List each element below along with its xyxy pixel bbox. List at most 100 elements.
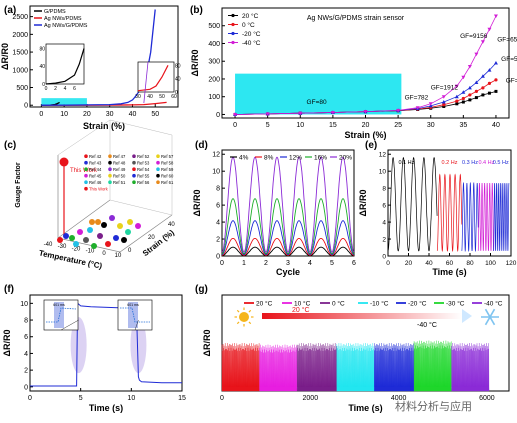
reference-point — [63, 233, 69, 239]
y-tick-label: 0 — [128, 248, 132, 254]
panel-letter-d: (d) — [195, 140, 208, 151]
x-tick-label: 100 — [485, 260, 496, 267]
legend-label: G/PDMS — [44, 9, 66, 15]
x-tick-label: 6 — [352, 260, 356, 267]
legend-marker — [108, 154, 112, 158]
inset-label: 601 ms — [127, 303, 139, 307]
reference-point — [109, 215, 115, 221]
temperature-arrow — [262, 313, 462, 319]
data-point — [481, 93, 485, 97]
x-tick-label: -10 — [86, 249, 95, 255]
data-point — [494, 89, 498, 93]
gf-annotation: GF=9156 — [460, 33, 488, 40]
gf-annotation: GF=80 — [307, 99, 327, 106]
inset-tick-label: 0 — [42, 82, 45, 88]
y-tick-label: 4 — [382, 220, 386, 227]
y-tick-label: 6 — [216, 203, 220, 210]
series-line — [387, 157, 438, 252]
legend-marker — [84, 173, 88, 178]
y-tick-label: 1000 — [12, 67, 28, 74]
gf-annotation: GF=6596 — [497, 37, 517, 44]
legend-label: Ref 48 — [113, 161, 126, 166]
legend-label: Ref 56 — [137, 180, 150, 185]
y-tick-label: 4 — [24, 351, 28, 358]
x-tick-label: 5 — [266, 122, 270, 129]
legend-label: Ref 58 — [161, 161, 174, 166]
y-axis-label: ΔR/R0 — [0, 43, 10, 70]
legend-label: Ref 61 — [161, 180, 174, 185]
reference-point — [117, 223, 123, 229]
x-tick-label: 2 — [264, 260, 268, 267]
legend-marker — [132, 173, 136, 178]
y-axis-label: ΔR/R0 — [192, 190, 202, 217]
x-tick-label: 25 — [394, 122, 402, 129]
legend-label: 8% — [264, 155, 274, 162]
gf-annotation: GF=782 — [405, 94, 429, 101]
x-tick-label: 5 — [79, 395, 83, 402]
plot-frame — [29, 5, 179, 108]
data-point — [487, 27, 492, 32]
inset-tick-label: 2 — [54, 86, 57, 92]
data-point — [480, 40, 485, 44]
legend-marker — [132, 180, 136, 184]
this-work-label: This Work — [70, 168, 98, 174]
data-point — [461, 96, 465, 101]
y-tick-label: 300 — [208, 59, 220, 66]
data-point — [493, 61, 498, 65]
inset-tick-label: 4 — [64, 86, 67, 92]
inset-highlight — [54, 302, 64, 328]
panel-letter-e: (e) — [365, 140, 377, 151]
legend-label: 0 °C — [332, 300, 345, 308]
y-axis-label: ΔR/R0 — [358, 190, 368, 217]
y-axis-label: ΔR/R0 — [202, 330, 212, 357]
legend-marker — [132, 154, 136, 158]
y-tick-label: 200 — [208, 76, 220, 83]
legend-label: Ref 55 — [137, 174, 150, 179]
x-axis-label: Cycle — [276, 267, 300, 277]
arrow-start-label: 20 °C — [292, 306, 310, 314]
y-tick-label: 2 — [216, 237, 220, 244]
inset-tick-label: 0 — [175, 90, 178, 96]
reference-point — [135, 223, 141, 229]
x-tick-label: 5 — [330, 260, 334, 267]
data-point — [487, 68, 492, 72]
y-tick-label: 12 — [212, 152, 220, 159]
sun-icon — [234, 307, 254, 327]
legend-label: 4% — [239, 155, 249, 162]
segment-area — [296, 342, 338, 392]
x-tick-label: 80 — [466, 260, 474, 267]
y-tick-label: 2 — [382, 237, 386, 244]
x-tick-label: 15 — [178, 395, 186, 402]
axis-frame — [109, 199, 173, 216]
legend-label: This Work — [89, 187, 109, 192]
axis-frame — [57, 119, 173, 215]
y-tick-label: 2000 — [12, 32, 28, 39]
snowflake-icon — [481, 308, 499, 326]
legend-label: Ag NWs/PDMS — [44, 16, 82, 22]
x-axis-label: Strain (%) — [83, 121, 125, 131]
reference-point — [89, 219, 95, 225]
legend-label: Ref 44 — [89, 167, 102, 172]
inset-pointer — [143, 61, 149, 104]
inset-pointer — [134, 319, 139, 331]
x-tick-label: 1 — [242, 260, 246, 267]
inset-tick-label: 6 — [73, 86, 76, 92]
reference-point — [97, 233, 103, 239]
legend-label: Ref 51 — [113, 180, 126, 185]
legend-marker — [231, 40, 235, 45]
legend-marker — [231, 31, 235, 36]
x-tick-label: 0 — [102, 251, 106, 257]
x-tick-label: -30 — [58, 244, 67, 250]
panel-letter-f: (f) — [4, 284, 14, 295]
legend-label: Ref 50 — [113, 174, 126, 179]
y-tick-label: 6 — [24, 334, 28, 341]
reference-point — [73, 241, 79, 247]
y-tick-label: 10 — [379, 169, 387, 176]
legend-marker — [231, 13, 235, 18]
data-point — [454, 94, 459, 99]
data-point — [363, 110, 368, 114]
data-point — [474, 80, 479, 85]
legend-marker — [156, 173, 160, 178]
x-tick-label: 0 — [233, 122, 237, 129]
x-tick-label: 10 — [60, 111, 68, 118]
